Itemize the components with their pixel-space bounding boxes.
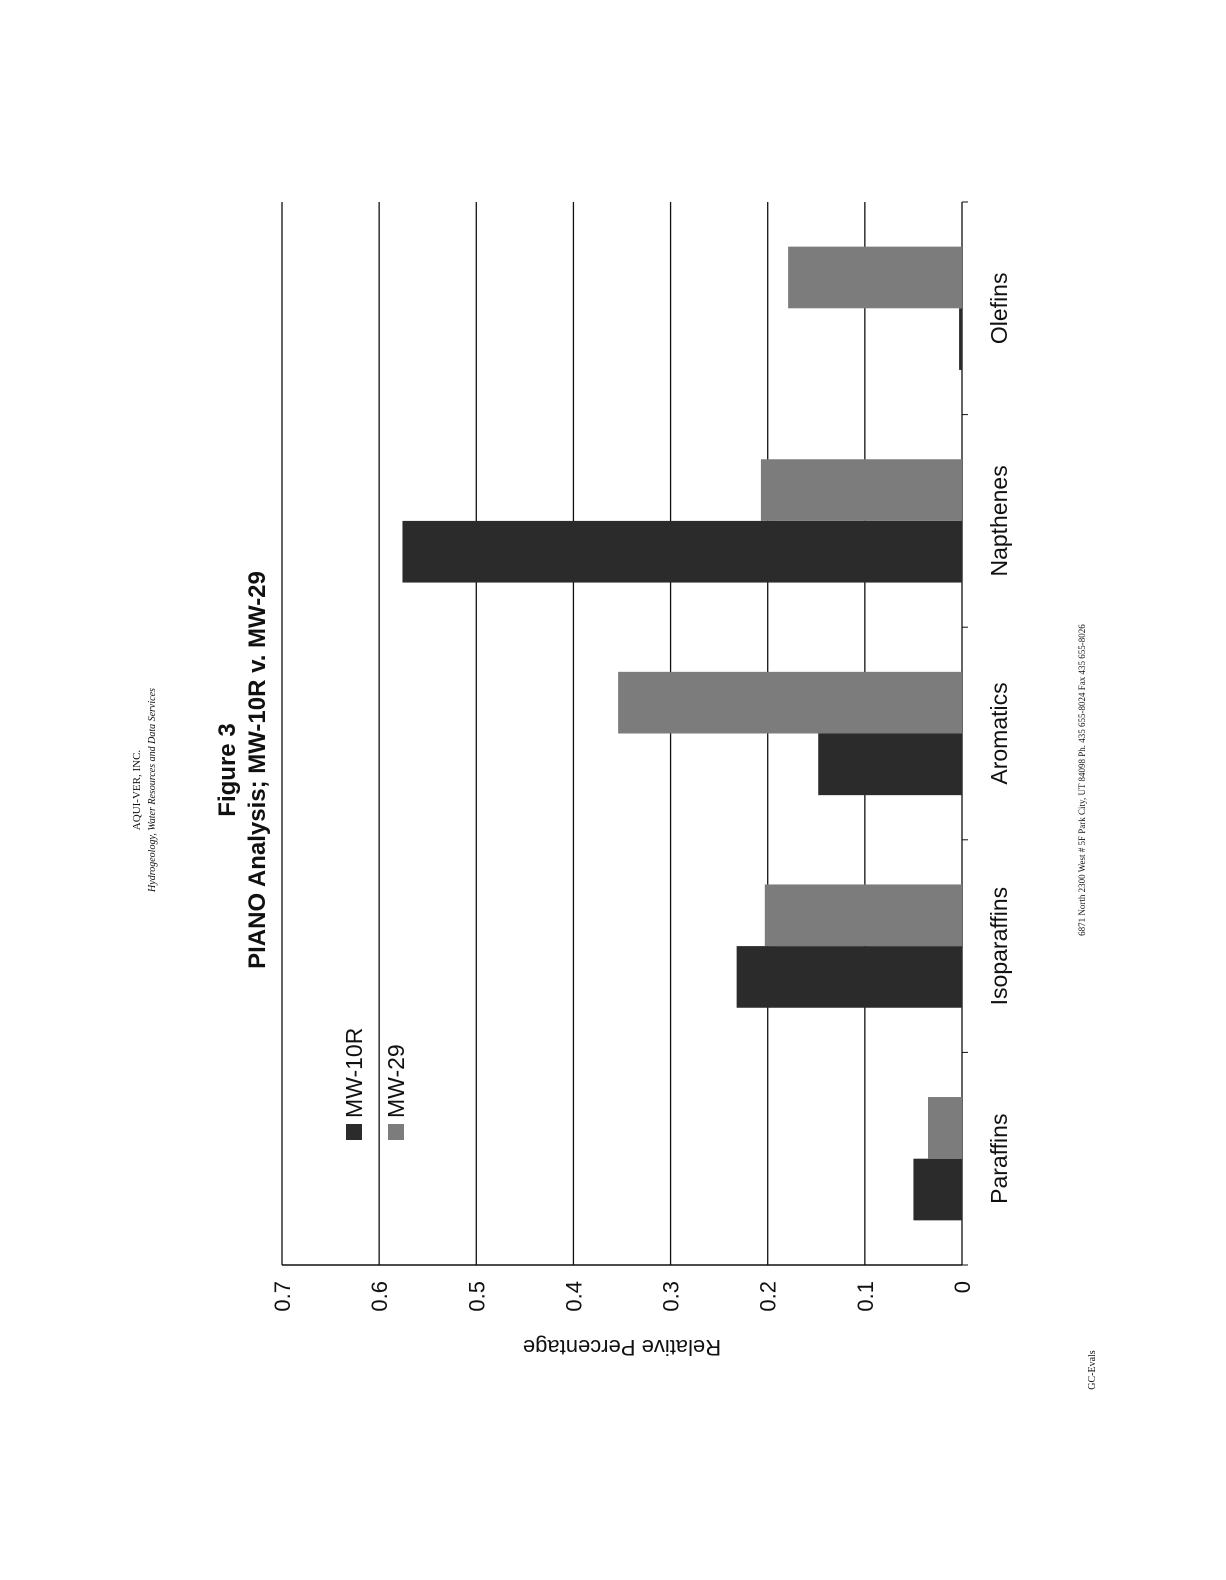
y-tick-label: 0.7 (270, 1281, 295, 1312)
y-tick-label: 0.2 (756, 1281, 781, 1312)
x-tick-label: Napthenes (986, 465, 1012, 576)
bar (760, 459, 963, 521)
bar (764, 884, 962, 947)
bar (402, 520, 962, 583)
y-tick-label: 0.1 (853, 1281, 878, 1312)
footer-address: 6871 North 2300 West # 5F Park City, UT … (1077, 624, 1087, 936)
legend-swatch (388, 1124, 404, 1140)
bar (928, 1097, 962, 1159)
bar (959, 308, 962, 370)
footer-doc-id: GC-Evals (1087, 1350, 1098, 1390)
bar (618, 671, 962, 734)
tagline: Hydrogeology, Water Resources and Data S… (147, 688, 158, 893)
chart-subtitle: PIANO Analysis; MW-10R v. MW-29 (244, 571, 271, 969)
y-axis-label: Relative Percentage (523, 1335, 721, 1360)
y-tick-label: 0.5 (464, 1281, 489, 1312)
bar (788, 246, 962, 309)
chart-title: Figure 3 (214, 723, 241, 816)
bar (736, 946, 963, 1008)
x-tick-label: Isoparaffins (986, 887, 1012, 1005)
legend-swatch (346, 1124, 362, 1140)
x-tick-label: Olefins (986, 273, 1012, 345)
rotated-page: AQUI-VER, INC. Hydrogeology, Water Resou… (131, 201, 1098, 1390)
company: AQUI-VER, INC. (131, 750, 143, 831)
y-tick-label: 0.4 (561, 1281, 586, 1312)
y-tick-label: 0.3 (659, 1281, 684, 1312)
bar (913, 1158, 963, 1221)
legend-label: MW-10R (341, 1028, 367, 1118)
x-tick-label: Paraffins (986, 1114, 1012, 1204)
x-tick-label: Aromatics (986, 682, 1012, 784)
y-tick-label: 0 (950, 1281, 975, 1293)
bar (818, 733, 962, 796)
y-tick-label: 0.6 (367, 1281, 392, 1312)
legend-label: MW-29 (383, 1044, 409, 1118)
